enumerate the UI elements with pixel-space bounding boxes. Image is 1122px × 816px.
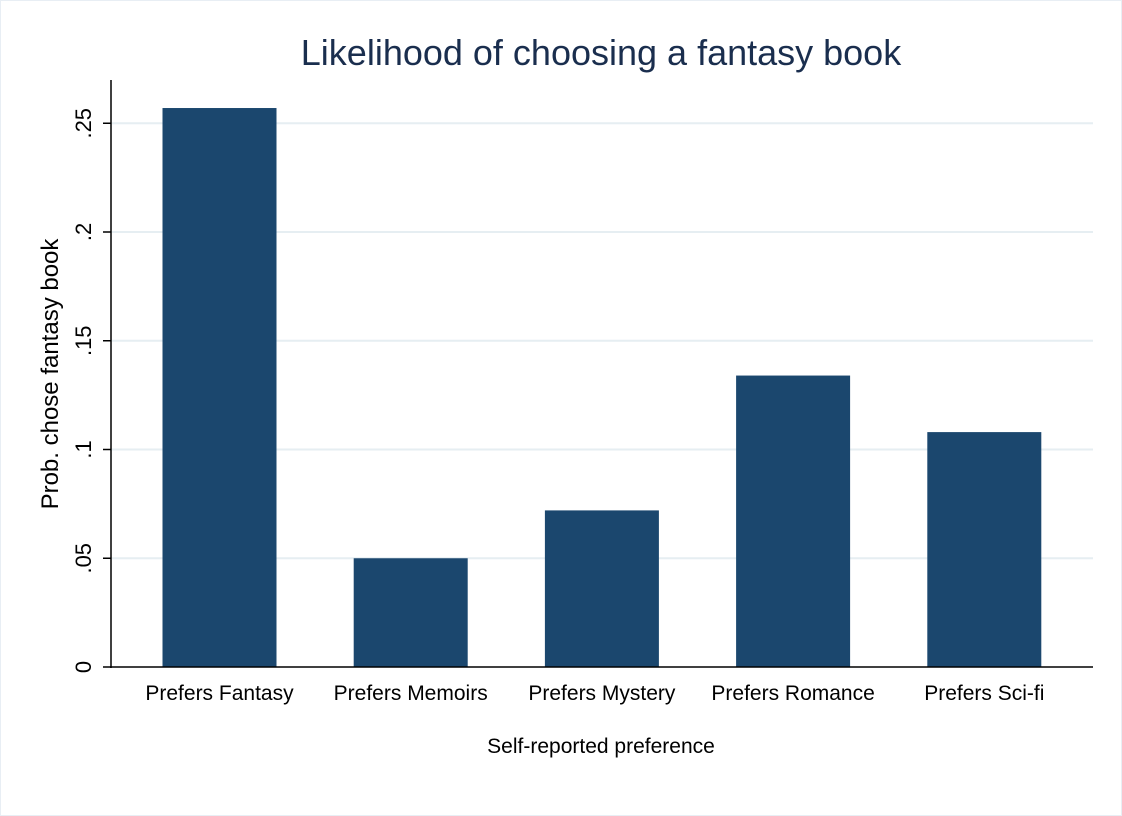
y-tick-label: .15: [71, 325, 96, 356]
x-axis-labels: Prefers Fantasy Prefers Memoirs Prefers My…: [145, 682, 1044, 705]
bar: [544, 510, 659, 667]
bars: [162, 108, 1042, 667]
y-tick-label: .2: [71, 223, 96, 241]
y-tick-label: .05: [71, 543, 96, 574]
bar: [736, 375, 851, 667]
x-tick-label: Prefers Memoirs: [334, 682, 488, 705]
x-axis-title: Self-reported preference: [487, 735, 715, 758]
y-axis-title: Prob. chose fantasy book: [37, 238, 64, 510]
x-tick-label: Prefers Fantasy: [145, 682, 294, 705]
y-axis-ticks: 0 .05 .1 .15 .2 .25: [71, 108, 111, 673]
y-tick-label: 0: [71, 661, 96, 673]
x-tick-label: Prefers Mystery: [528, 682, 676, 705]
y-tick-label: .25: [71, 108, 96, 139]
x-tick-label: Prefers Romance: [711, 682, 874, 705]
bar: [353, 558, 468, 667]
chart-title: Likelihood of choosing a fantasy book: [301, 32, 902, 73]
y-tick-label: .1: [71, 440, 96, 458]
bar: [927, 432, 1042, 667]
bar: [162, 108, 277, 667]
x-tick-label: Prefers Sci-fi: [924, 682, 1044, 705]
